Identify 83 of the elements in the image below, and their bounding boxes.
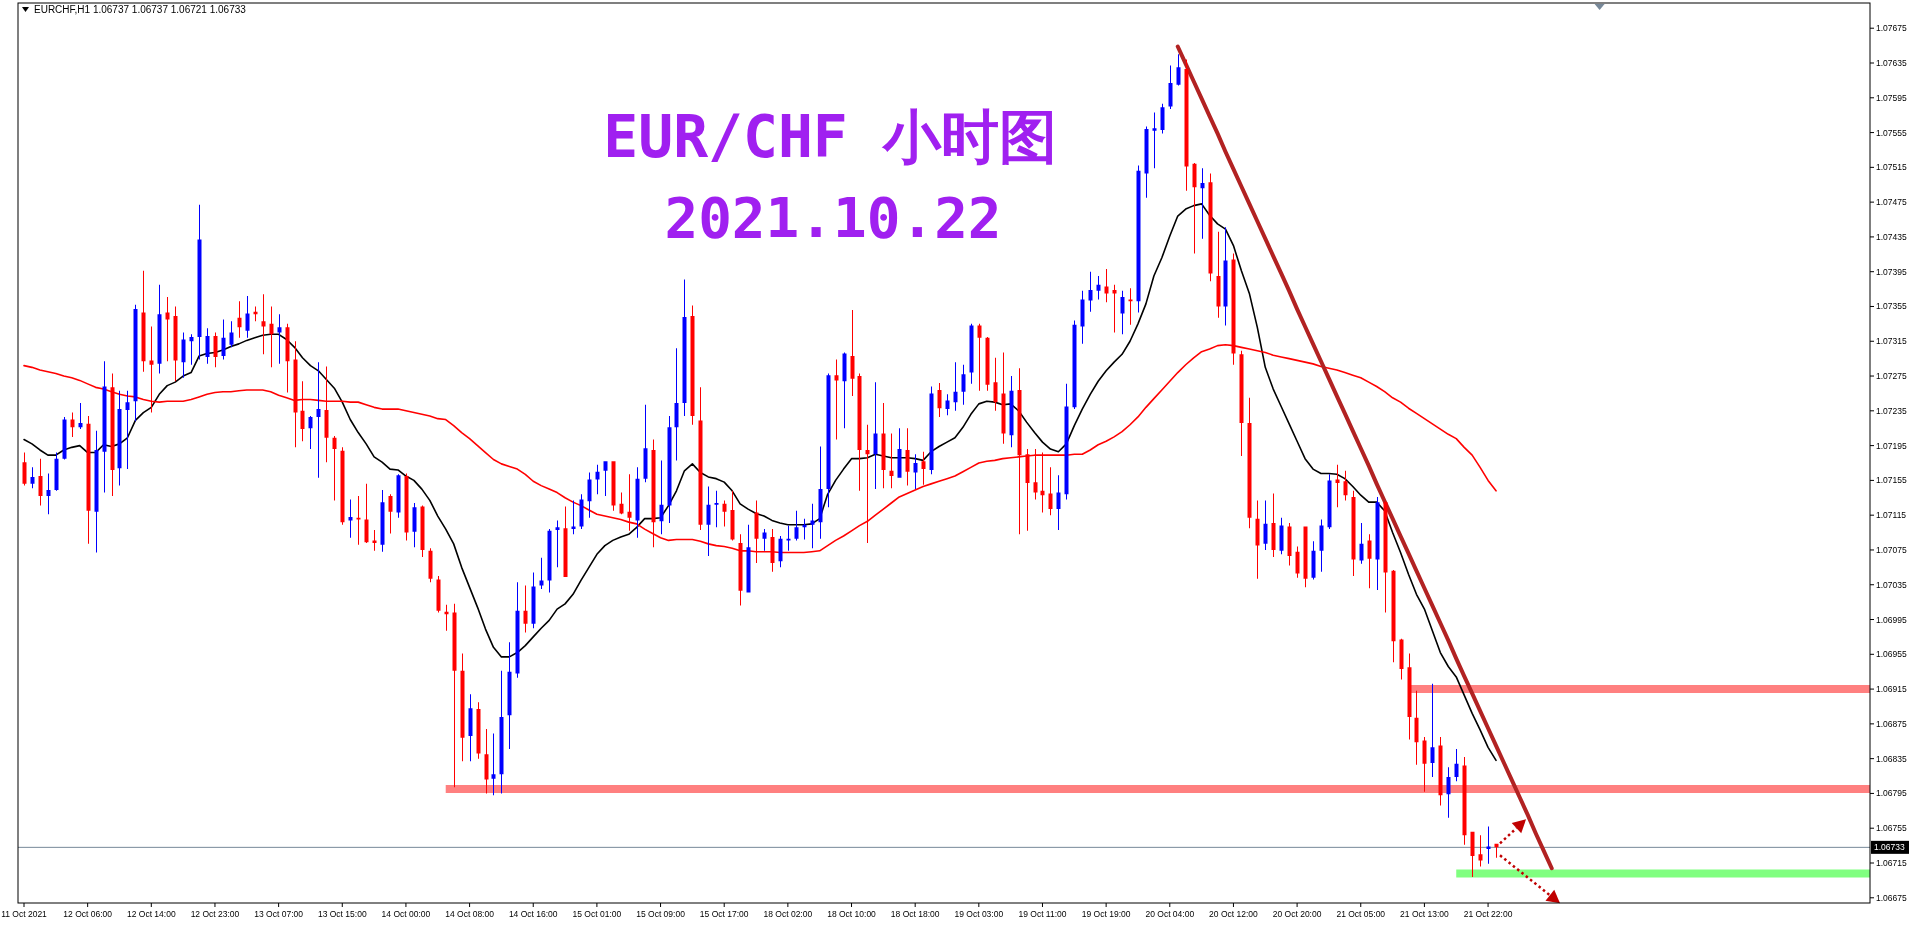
y-tick-label: 1.07275 <box>1876 371 1907 382</box>
line-series <box>1175 44 1554 871</box>
y-tick-label: 1.06715 <box>1876 858 1907 868</box>
candlestick <box>627 474 632 531</box>
y-tick-label: 1.07555 <box>1876 127 1907 138</box>
x-tick-label: 14 Oct 16:00 <box>508 909 558 919</box>
x-tick-label: 12 Oct 14:00 <box>126 909 176 919</box>
y-tick-label: 1.07115 <box>1876 510 1907 521</box>
y-tick-label: 1.06995 <box>1876 614 1907 625</box>
candlestick <box>1152 112 1157 169</box>
candlestick <box>1430 683 1435 777</box>
candlestick <box>356 496 361 545</box>
x-tick-label: 21 Oct 05:00 <box>1336 909 1386 919</box>
y-tick-label: 1.06955 <box>1876 649 1907 660</box>
x-tick-label: 12 Oct 23:00 <box>190 909 240 919</box>
x-tick-label: 20 Oct 04:00 <box>1145 909 1195 919</box>
candlestick <box>1033 449 1038 500</box>
candlestick <box>1200 168 1205 239</box>
text: 2021.10.22 <box>664 185 1002 250</box>
candlestick <box>348 499 353 538</box>
annotation: EURCHF,H1 1.06737 1.06737 1.06721 1.06733 <box>34 4 247 15</box>
y-tick-label: 1.07075 <box>1876 544 1907 555</box>
x-tick-label: 21 Oct 22:00 <box>1463 909 1513 919</box>
y-tick-label: 1.06915 <box>1876 684 1907 695</box>
x-tick-label: 21 Oct 13:00 <box>1400 909 1450 919</box>
candlestick <box>277 314 282 364</box>
y-tick-label: 1.07035 <box>1876 579 1907 590</box>
x-tick-label: 14 Oct 08:00 <box>445 909 495 919</box>
candlestick <box>491 733 496 796</box>
y-tick-label: 1.07315 <box>1876 336 1907 347</box>
candlestick <box>189 334 194 365</box>
y-tick-label: 1.07195 <box>1876 440 1907 451</box>
candlestick <box>372 529 377 551</box>
candlestick <box>571 500 576 535</box>
candlestick <box>1112 284 1117 333</box>
text: EUR/CHF 小时图 <box>603 103 1057 171</box>
x-tick-label: 20 Oct 12:00 <box>1209 909 1259 919</box>
candlestick <box>889 433 894 489</box>
candlestick <box>555 520 560 568</box>
x-tick-label: 15 Oct 17:00 <box>699 909 749 919</box>
x-tick-label: 13 Oct 15:00 <box>317 909 367 919</box>
ref-line-label: 1.06733 <box>1874 842 1905 853</box>
x-tick-label: 19 Oct 11:00 <box>1018 909 1067 919</box>
y-tick-label: 1.07155 <box>1876 475 1907 486</box>
candlestick <box>714 490 719 528</box>
y-tick-label: 1.07355 <box>1876 301 1907 312</box>
x-tick-label: 15 Oct 01:00 <box>572 909 622 919</box>
candlestick <box>1128 288 1133 325</box>
y-tick-label: 1.07595 <box>1876 92 1907 103</box>
x-tick-label: 19 Oct 03:00 <box>954 909 1004 919</box>
y-tick-label: 1.06755 <box>1876 823 1907 834</box>
x-tick-label: 11 Oct 2021 <box>1 909 48 919</box>
y-tick-label: 1.07235 <box>1876 405 1907 416</box>
candlestick <box>316 362 321 478</box>
candlestick <box>125 390 130 470</box>
candlestick <box>539 557 544 590</box>
y-tick-label: 1.06835 <box>1876 753 1907 764</box>
x-tick-label: 20 Oct 20:00 <box>1272 909 1322 919</box>
y-tick-label: 1.07435 <box>1876 231 1907 242</box>
y-tick-label: 1.06795 <box>1876 788 1907 799</box>
y-tick-label: 1.07395 <box>1876 266 1907 277</box>
y-tick-label: 1.07675 <box>1876 23 1907 34</box>
candlestick <box>165 296 170 362</box>
candlestick <box>834 359 839 440</box>
candlestick <box>1486 826 1491 864</box>
y-tick-label: 1.06675 <box>1876 892 1907 903</box>
y-tick-label: 1.06875 <box>1876 718 1907 729</box>
candlestick <box>261 294 266 355</box>
x-tick-label: 15 Oct 09:00 <box>636 909 686 919</box>
candlestick <box>46 473 51 515</box>
y-tick-label: 1.07635 <box>1876 58 1907 68</box>
candlestick <box>810 503 815 549</box>
x-tick-label: 19 Oct 19:00 <box>1081 909 1131 919</box>
x-tick-label: 18 Oct 02:00 <box>763 909 813 919</box>
x-tick-label: 18 Oct 18:00 <box>890 909 940 919</box>
y-tick-label: 1.07515 <box>1876 162 1907 173</box>
x-tick-label: 14 Oct 00:00 <box>381 909 431 919</box>
x-tick-label: 13 Oct 07:00 <box>254 909 304 919</box>
candlestick <box>1040 452 1045 513</box>
x-tick-label: 12 Oct 06:00 <box>63 909 113 919</box>
candlestick <box>865 424 870 543</box>
y-tick-label: 1.07475 <box>1876 197 1907 208</box>
x-tick-label: 18 Oct 10:00 <box>827 909 877 919</box>
